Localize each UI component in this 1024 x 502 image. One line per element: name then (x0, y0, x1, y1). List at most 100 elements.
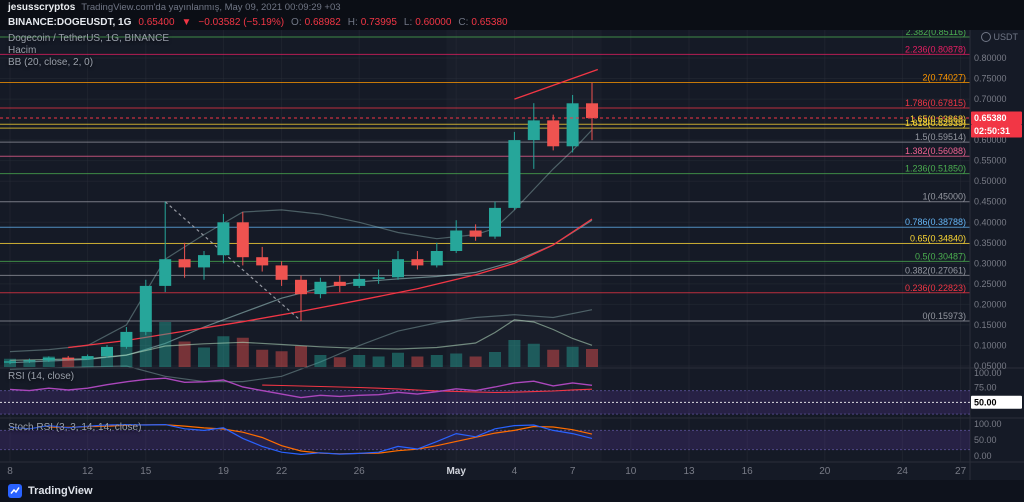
volume-bar (295, 346, 307, 367)
chart-canvas[interactable]: 2.382(0.85116) 2.236(0.80878) 2(0.74027) 1.… (0, 30, 1024, 480)
rsi-tick-label: 100.00 (974, 368, 1002, 378)
time-tick-label: 20 (819, 466, 831, 477)
price-tick-label: 0.70000 (974, 94, 1007, 104)
fib-label: 0.65(0.34840) (910, 233, 966, 243)
candle (236, 222, 249, 258)
candle (101, 346, 113, 357)
bb-lower-line (9, 309, 593, 383)
price-tick-label: 0.50000 (974, 176, 1007, 186)
volume-bar (353, 355, 366, 367)
volume-bar (314, 355, 327, 367)
price-tick-label: 0.60000 (974, 135, 1007, 145)
candle (23, 360, 36, 362)
candle (295, 279, 307, 295)
price-tick-label: 0.10000 (974, 340, 1007, 350)
volume-bar (275, 351, 288, 367)
chart-area[interactable]: 2.382(0.85116) 2.236(0.80878) 2(0.74027) 1.… (0, 30, 1024, 480)
volume-bar (566, 346, 579, 367)
ohlc-low: L: 0.60000 (404, 17, 452, 28)
candle (566, 103, 579, 147)
rsi-line (9, 377, 593, 399)
time-tick-label: 10 (625, 466, 637, 477)
price-tick-label: 0.35000 (974, 238, 1007, 248)
candle (256, 257, 269, 266)
trendline-red (68, 218, 593, 349)
fib-label: 1.5(0.59514) (915, 132, 966, 142)
volume-bar (489, 352, 501, 367)
time-tick-label: 19 (218, 466, 230, 477)
high-value: 0.73995 (360, 17, 397, 28)
time-tick-label: 15 (140, 466, 152, 477)
time-tick-label: 4 (512, 466, 518, 477)
stoch-k-line (9, 423, 593, 456)
last-price-badge-text: 0.65380 (974, 113, 1007, 123)
stoch-tick-label: 100.00 (974, 419, 1002, 429)
volume-bar (139, 325, 152, 367)
candle (469, 230, 482, 237)
volume-bar (256, 349, 269, 367)
price-tick-label: 0.25000 (974, 279, 1007, 289)
time-tick-label: 7 (570, 466, 576, 477)
volume-bar (430, 355, 443, 367)
volume-bar (392, 352, 404, 367)
candle (333, 281, 346, 286)
last-price-badge (971, 111, 1022, 125)
time-tick-label: 13 (683, 466, 695, 477)
change-arrow-icon: ▼ (181, 17, 192, 28)
rsi-middle-badge (971, 395, 1022, 409)
time-tick-label: May (446, 466, 466, 477)
volume-bar (586, 349, 598, 367)
time-tick-label: 26 (354, 466, 366, 477)
price-tick-label: 0.40000 (974, 217, 1007, 227)
volume-bar (236, 337, 249, 367)
time-tick-label: 16 (742, 466, 754, 477)
author-name[interactable]: jesusscryptos (8, 2, 76, 13)
fib-label: 1(0.45000) (922, 192, 966, 202)
fib-label: 1.65(0.63868) (910, 114, 966, 124)
publication-bar: jesusscryptos TradingView.com'da yayınla… (0, 0, 1024, 15)
candle (62, 357, 75, 360)
price-tick-label: 0.05000 (974, 361, 1007, 371)
bb-upper-line (9, 129, 593, 353)
countdown-badge-text: 02:50:31 (974, 126, 1010, 136)
price-tick-label: 0.75000 (974, 74, 1007, 84)
time-tick-label: 12 (82, 466, 94, 477)
fib-label: 0.236(0.22823) (905, 283, 966, 293)
volume-bar (81, 357, 94, 367)
volume-bar (333, 357, 346, 367)
currency-label: USDT (993, 32, 1019, 42)
candle (450, 230, 463, 251)
volume-bar (159, 322, 172, 367)
price-tick-label: 0.45000 (974, 197, 1007, 207)
candle (120, 331, 133, 347)
tradingview-wordmark[interactable]: TradingView (28, 485, 93, 497)
stoch-tick-label: 0.00 (974, 451, 992, 461)
fib-label: 2(0.74027) (922, 73, 966, 83)
ohlc-open: O: 0.68982 (291, 17, 341, 28)
fib-label: 1.236(0.51850) (905, 164, 966, 174)
volume-bar (62, 359, 75, 367)
tradingview-logo[interactable] (8, 484, 22, 498)
footer-bar: TradingView (0, 480, 1024, 502)
volume-bar (508, 340, 521, 367)
fib-label: 1.786(0.67815) (905, 98, 966, 108)
high-label: H: (347, 17, 358, 28)
candle (42, 357, 55, 361)
low-label: L: (403, 17, 413, 28)
candle (314, 281, 327, 295)
price-change: −0.03582 (−5.19%) (198, 17, 285, 28)
candle (508, 140, 521, 208)
publication-info: TradingView.com'da yayınlanmış, May 09, … (81, 2, 341, 13)
fib-label: 2.236(0.80878) (905, 44, 966, 54)
volume-bar (527, 343, 540, 367)
candle (217, 222, 230, 256)
close-value: 0.65380 (471, 17, 508, 28)
volume-bar (547, 349, 560, 367)
fib-label: 0.5(0.30487) (915, 251, 966, 261)
volume-bar (450, 353, 463, 367)
price-tick-label: 0.20000 (974, 299, 1007, 309)
symbol-title[interactable]: BINANCE:DOGEUSDT, 1G (8, 17, 132, 28)
candle (411, 259, 424, 266)
last-trade-price: 0.65400 (138, 17, 175, 28)
